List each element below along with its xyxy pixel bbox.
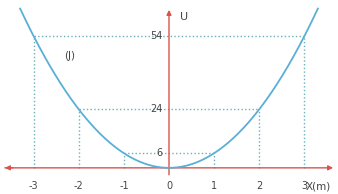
Text: 0: 0	[166, 181, 172, 191]
Text: 2: 2	[256, 181, 262, 191]
Text: 24: 24	[150, 104, 162, 114]
Text: 54: 54	[150, 31, 162, 41]
Text: -3: -3	[29, 181, 39, 191]
Text: 6: 6	[156, 148, 162, 158]
Text: (J): (J)	[64, 51, 75, 61]
Text: X(m): X(m)	[306, 181, 331, 191]
Text: U: U	[180, 12, 188, 22]
Text: 3: 3	[301, 181, 307, 191]
Text: 1: 1	[211, 181, 217, 191]
Text: -1: -1	[119, 181, 129, 191]
Text: -2: -2	[74, 181, 83, 191]
